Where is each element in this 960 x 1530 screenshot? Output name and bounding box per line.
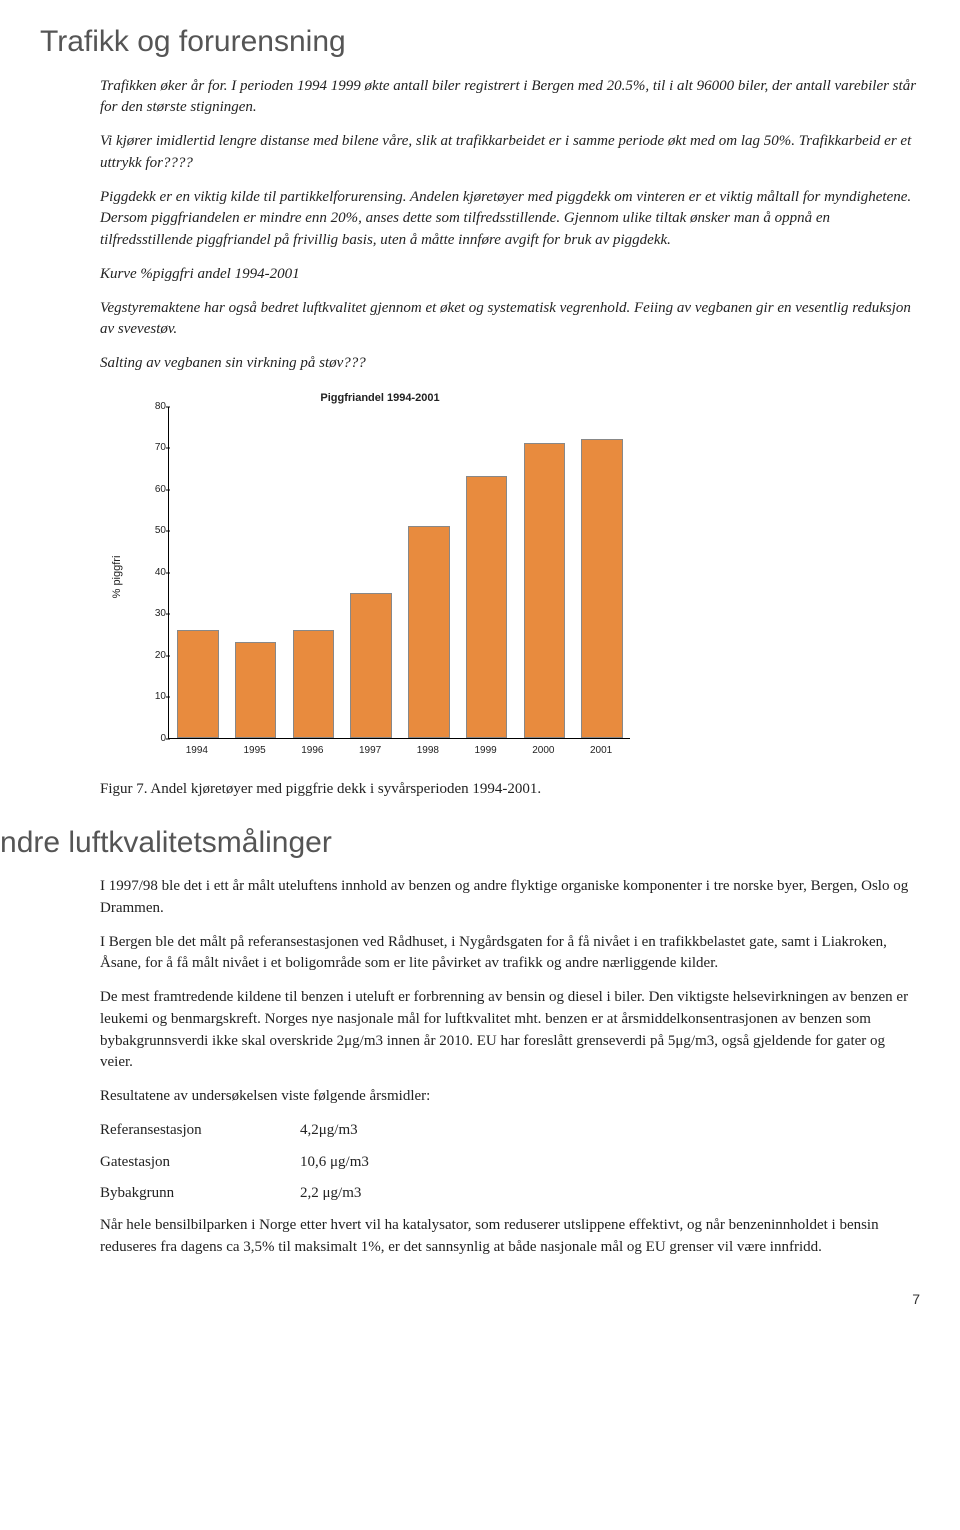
para: Vegstyremaktene har også bedret luftkval…	[100, 298, 920, 342]
para: Når hele bensilbilparken i Norge etter h…	[100, 1215, 920, 1259]
chart-caption: Figur 7. Andel kjøretøyer med piggfrie d…	[100, 779, 920, 801]
results-table: Referansestasjon 4,2μg/m3 Gatestasjon 10…	[100, 1120, 920, 1205]
chart-xtick: 1996	[301, 744, 323, 759]
chart-ytick: 10	[152, 690, 166, 705]
chart-ytick: 30	[152, 607, 166, 622]
chart-bar	[466, 476, 508, 737]
section2-content: I 1997/98 ble det i ett år målt utelufte…	[100, 876, 920, 1259]
results-row: Bybakgrunn 2,2 μg/m3	[100, 1183, 920, 1205]
chart-bar	[177, 630, 219, 738]
results-label: Referansestasjon	[100, 1120, 300, 1142]
chart-ytick-mark	[166, 697, 170, 698]
section2-title: Andre luftkvalitetsmålinger	[0, 821, 920, 865]
results-value: 4,2μg/m3	[300, 1120, 358, 1142]
chart-ytick: 20	[152, 649, 166, 664]
chart-xtick: 1994	[186, 744, 208, 759]
chart-xtick: 1997	[359, 744, 381, 759]
chart-container: Piggfriandel 1994-2001 % piggfri 0 10 20 30…	[100, 387, 920, 767]
chart-ytick: 0	[152, 732, 166, 747]
chart-bar	[235, 642, 277, 737]
chart-xtick: 2001	[590, 744, 612, 759]
results-value: 10,6 μg/m3	[300, 1152, 369, 1174]
chart-title: Piggfriandel 1994-2001	[120, 391, 640, 407]
para: Trafikken øker år for. I perioden 1994 1…	[100, 76, 920, 120]
chart-xtick: 1999	[475, 744, 497, 759]
chart-ytick: 50	[152, 524, 166, 539]
section1-content: Trafikken øker år for. I perioden 1994 1…	[100, 76, 920, 801]
para: I Bergen ble det målt på referansestasjo…	[100, 932, 920, 976]
results-label: Bybakgrunn	[100, 1183, 300, 1205]
chart-ytick-mark	[166, 448, 170, 449]
chart-bar	[408, 526, 450, 738]
chart-ytick: 60	[152, 483, 166, 498]
results-row: Referansestasjon 4,2μg/m3	[100, 1120, 920, 1142]
para: Piggdekk er en viktig kilde til partikke…	[100, 187, 920, 252]
para: Salting av vegbanen sin virkning på støv…	[100, 353, 920, 375]
chart-xtick: 1995	[244, 744, 266, 759]
bar-chart: Piggfriandel 1994-2001 % piggfri 0102030…	[120, 387, 640, 767]
chart-ytick-mark	[166, 406, 170, 407]
chart-bar	[350, 593, 392, 738]
chart-ytick-mark	[166, 614, 170, 615]
chart-ytick: 80	[152, 400, 166, 415]
results-value: 2,2 μg/m3	[300, 1183, 361, 1205]
chart-xtick: 2000	[532, 744, 554, 759]
chart-ytick: 40	[152, 566, 166, 581]
chart-bar	[581, 439, 623, 738]
para: Resultatene av undersøkelsen viste følge…	[100, 1086, 920, 1108]
chart-ytick-mark	[166, 489, 170, 490]
para: Kurve %piggfri andel 1994-2001	[100, 264, 920, 286]
chart-xtick: 1998	[417, 744, 439, 759]
chart-ytick-mark	[166, 572, 170, 573]
chart-bar	[293, 630, 335, 738]
chart-bar	[524, 443, 566, 738]
section1-title: Trafikk og forurensning	[40, 20, 920, 64]
results-row: Gatestasjon 10,6 μg/m3	[100, 1152, 920, 1174]
para: De mest framtredende kildene til benzen …	[100, 987, 920, 1074]
chart-ytick-mark	[166, 655, 170, 656]
results-label: Gatestasjon	[100, 1152, 300, 1174]
chart-ytick-mark	[166, 531, 170, 532]
para: Vi kjører imidlertid lengre distanse med…	[100, 131, 920, 175]
page-number: 7	[40, 1289, 920, 1309]
chart-ytick-mark	[166, 738, 170, 739]
chart-ytick: 70	[152, 441, 166, 456]
chart-ylabel: % piggfri	[110, 555, 126, 598]
para: I 1997/98 ble det i ett år målt utelufte…	[100, 876, 920, 920]
plot-area	[168, 407, 630, 739]
